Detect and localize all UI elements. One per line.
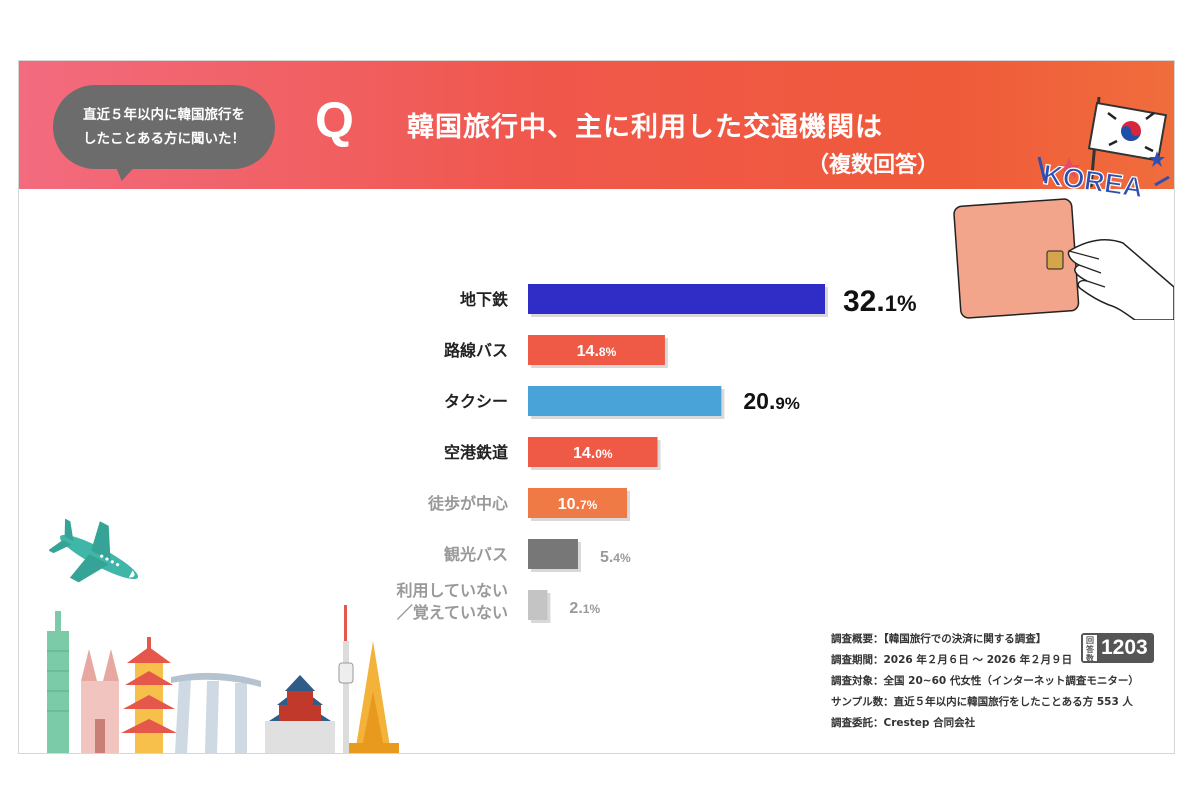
value-label: 32.1% xyxy=(843,285,917,318)
bar xyxy=(528,539,578,569)
note-period: 調査期間：2026 年２月６日 ～ 2026 年２月９日 xyxy=(831,654,1073,666)
category-label: 地下鉄 xyxy=(460,290,508,309)
bubble-line-2: したことある方に聞いた！ xyxy=(83,131,245,147)
bar xyxy=(528,335,665,365)
n-seoul-tower-icon xyxy=(338,605,354,753)
korea-text-decoration: KOREA xyxy=(1037,156,1170,204)
marina-bay-sands-icon xyxy=(171,672,261,753)
cathedral-icon xyxy=(81,649,119,753)
bar xyxy=(528,488,627,518)
category-label: 空港鉄道 xyxy=(444,443,508,462)
korea-flag-decoration xyxy=(1058,96,1168,188)
card-hand-illustration xyxy=(953,198,1174,320)
category-label-line: 利用していない xyxy=(396,581,508,600)
question-title: 韓国旅行中、主に利用した交通機関は xyxy=(407,112,883,143)
value-label: 10.7% xyxy=(558,496,598,513)
category-label-line: ／覚えていない xyxy=(397,603,508,622)
pagoda-icon xyxy=(121,637,177,753)
value-label: 14.0% xyxy=(573,445,613,462)
category-label: 路線バス xyxy=(444,341,508,360)
response-count-number: 1203 xyxy=(1097,635,1152,661)
infographic-card: 直近５年以内に韓国旅行を したことある方に聞いた！ Q 韓国旅行中、主に利用した… xyxy=(18,60,1175,754)
response-count-badge: 回答数 1203 xyxy=(1081,633,1154,663)
wat-arun-icon xyxy=(349,641,399,753)
note-target: 調査対象：全国 20~60 代女性（インターネット調査モニター） xyxy=(831,675,1139,687)
note-commission: 調査委託：Crestep 合同会社 xyxy=(831,717,976,729)
audience-bubble: 直近５年以内に韓国旅行を したことある方に聞いた！ xyxy=(53,85,275,181)
response-count-label: 回答数 xyxy=(1083,635,1097,661)
value-label: 14.8% xyxy=(577,343,617,360)
bar xyxy=(528,284,825,314)
value-label: 2.1% xyxy=(569,600,600,617)
question-subtitle: （複数回答） xyxy=(807,153,940,178)
bubble-line-1: 直近５年以内に韓国旅行を xyxy=(83,107,245,123)
asian-landmarks-skyline xyxy=(47,605,399,753)
airplane-icon xyxy=(49,518,139,583)
note-sample: サンプル数：直近５年以内に韓国旅行をしたことある方 553 人 xyxy=(831,696,1133,708)
note-overview: 調査概要：【韓国旅行での決済に関する調査】 xyxy=(831,633,1047,645)
bar xyxy=(528,437,658,467)
question-header: 直近５年以内に韓国旅行を したことある方に聞いた！ Q 韓国旅行中、主に利用した… xyxy=(19,61,1174,189)
q-mark: Q xyxy=(315,92,354,148)
category-label: 観光バス xyxy=(444,545,508,564)
taipei-101-icon xyxy=(47,611,69,753)
card-chip-icon xyxy=(1046,250,1064,270)
temple-of-heaven-icon xyxy=(265,675,335,753)
bar xyxy=(528,590,548,620)
bar xyxy=(528,386,722,416)
value-label: 20.9% xyxy=(743,388,800,414)
survey-notes: 調査概要：【韓国旅行での決済に関する調査】 調査期間：2026 年２月６日 ～ … xyxy=(831,629,1139,734)
category-label: タクシー xyxy=(444,392,508,411)
category-label: 徒歩が中心 xyxy=(427,494,508,513)
value-label: 5.4% xyxy=(600,549,631,566)
